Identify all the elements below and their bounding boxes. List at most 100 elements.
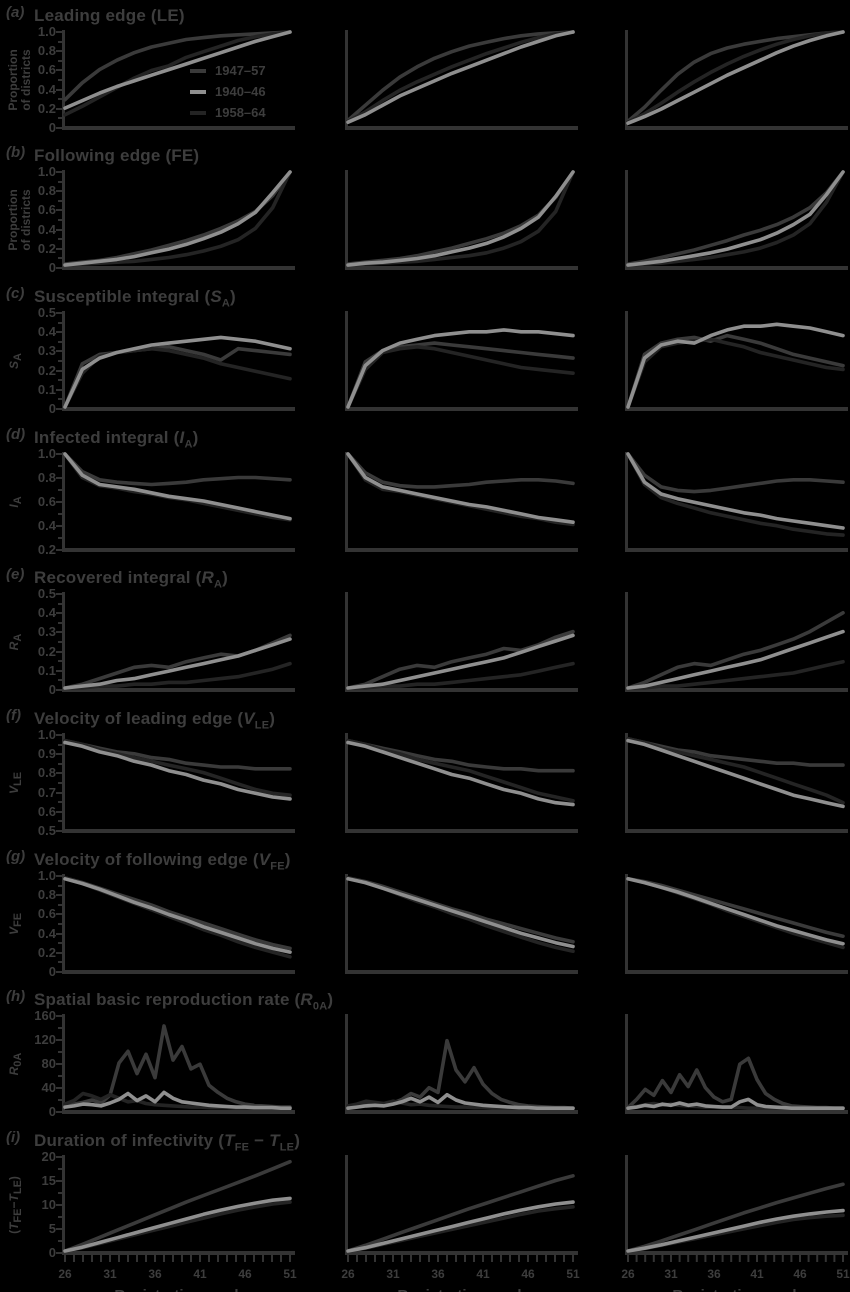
y-tick-label: 0 [48, 1104, 56, 1119]
y-tick-mark [56, 331, 62, 334]
series-1947–57 [63, 170, 292, 266]
y-tick-mark [56, 669, 62, 672]
subscript: LE [12, 1180, 25, 1195]
y-tick-label: 0.3 [37, 624, 56, 640]
series-1958–64 [626, 170, 845, 267]
figure-row-f: (f) Velocity of leading edge (VLE) VLE 1.0 0… [0, 707, 850, 839]
x-tick-label: 51 [566, 1267, 580, 1281]
variable: S [210, 287, 222, 306]
y-tick-label: 160 [34, 1008, 56, 1023]
series-1940–46 [626, 877, 845, 946]
series-1958–64 [63, 30, 292, 117]
panel-letter-e: (e) [6, 566, 25, 583]
y-tick-label: 1.0 [37, 446, 56, 461]
series-1958–64 [626, 659, 845, 690]
row-title: Velocity of following edge (VFE) [34, 850, 291, 873]
y-minor-tick-mark [58, 98, 62, 101]
series-1958–64 [346, 452, 575, 527]
variable: R [6, 1066, 21, 1076]
row-title: Following edge (FE) [34, 146, 200, 165]
y-tick-mark [56, 69, 62, 72]
y-minor-tick-mark [58, 961, 62, 964]
y-minor-tick-mark [58, 1192, 62, 1194]
panel-letter-i: (i) [6, 1129, 21, 1146]
x-tick-label: 41 [476, 1267, 490, 1281]
y-tick-label: 120 [34, 1032, 56, 1047]
series-1940–46 [626, 738, 845, 809]
y-minor-tick-mark [58, 1099, 62, 1101]
y-minor-tick-mark [58, 942, 62, 945]
x-axis-title-col2: Registration week [345, 1287, 578, 1292]
y-tick-mark [56, 1111, 62, 1113]
y-tick-label: 0.5 [37, 305, 56, 320]
x-axis-title-col1: Registration week [62, 1287, 295, 1292]
x-tick-label: 31 [103, 1267, 117, 1281]
series-1947–57 [63, 633, 292, 690]
y-tick-mark [56, 734, 62, 736]
subscript: 0A [12, 1052, 25, 1067]
y-tick-mark [56, 932, 62, 935]
y-minor-tick-mark [58, 360, 62, 362]
y-axis-label: IA [7, 496, 25, 507]
legend-swatch-era3 [190, 110, 206, 115]
chart-b-col1 [62, 170, 295, 270]
y-tick-label: 0.5 [37, 586, 56, 601]
chart-a-col3 [625, 30, 848, 130]
y-tick-label: 0.6 [37, 906, 56, 922]
series-1947–57 [346, 452, 575, 489]
x-tick-label: 51 [836, 1267, 850, 1281]
variable: T [6, 1222, 21, 1230]
chart-f-col2 [345, 733, 578, 833]
y-minor-tick-mark [58, 340, 62, 343]
y-minor-tick-mark [58, 379, 62, 382]
series-1947–57 [346, 1173, 575, 1253]
figure-row-h: (h) Spatial basic reproduction rate (R0A)… [0, 988, 850, 1120]
y-tick-label: 0.2 [37, 643, 56, 659]
y-tick-mark [56, 267, 62, 269]
y-minor-tick-mark [58, 820, 62, 823]
y-tick-label: 0.1 [37, 662, 56, 678]
y-minor-tick-mark [58, 398, 62, 401]
series-1940–46 [63, 740, 292, 801]
variable: R [201, 568, 214, 587]
series-1947–57 [63, 30, 292, 102]
chart-g-col3 [625, 874, 848, 974]
y-minor-tick-mark [58, 238, 62, 241]
series-1947–57 [626, 1182, 845, 1253]
chart-g-col1 [62, 874, 295, 974]
y-minor-tick-mark [58, 59, 62, 62]
y-tick-label: 0.8 [37, 43, 56, 59]
y-minor-tick-mark [58, 762, 62, 765]
chart-c-col3 [625, 311, 848, 411]
y-tick-mark [56, 810, 62, 813]
y-tick-label: 0.8 [37, 470, 56, 485]
series-1958–64 [346, 738, 575, 803]
series-1958–64 [346, 30, 575, 124]
y-minor-tick-mark [58, 465, 62, 467]
y-minor-tick-mark [58, 602, 62, 605]
subscript: A [12, 496, 25, 505]
series-1940–46 [63, 877, 292, 954]
y-tick-mark [56, 1087, 62, 1089]
y-tick-mark [56, 913, 62, 916]
figure-row-a: (a) Leading edge (LE) Proportion of distri… [0, 4, 850, 136]
series-1940–46 [63, 637, 292, 690]
row-title: Duration of infectivity (TFE − TLE) [34, 1131, 301, 1154]
y-minor-tick-mark [58, 743, 62, 746]
y-tick-label: 0 [48, 260, 56, 275]
series-1958–64 [63, 661, 292, 690]
y-tick-mark [56, 971, 62, 973]
panel-letter-c: (c) [6, 285, 25, 302]
y-axis-label: R0A [6, 1052, 25, 1076]
legend-label: 1940–46 [215, 84, 266, 99]
subscript: LE [254, 719, 270, 732]
legend-label: 1958–64 [215, 105, 266, 120]
x-axis-title-col3: Registration week [625, 1287, 848, 1292]
y-tick-mark [56, 1204, 62, 1206]
y-tick-mark [56, 1039, 62, 1041]
y-axis-label: RA [7, 634, 24, 651]
y-tick-mark [56, 501, 62, 503]
y-tick-label: 0.6 [37, 202, 56, 218]
figure-row-b: (b) Following edge (FE) Proportion of dist… [0, 144, 850, 276]
